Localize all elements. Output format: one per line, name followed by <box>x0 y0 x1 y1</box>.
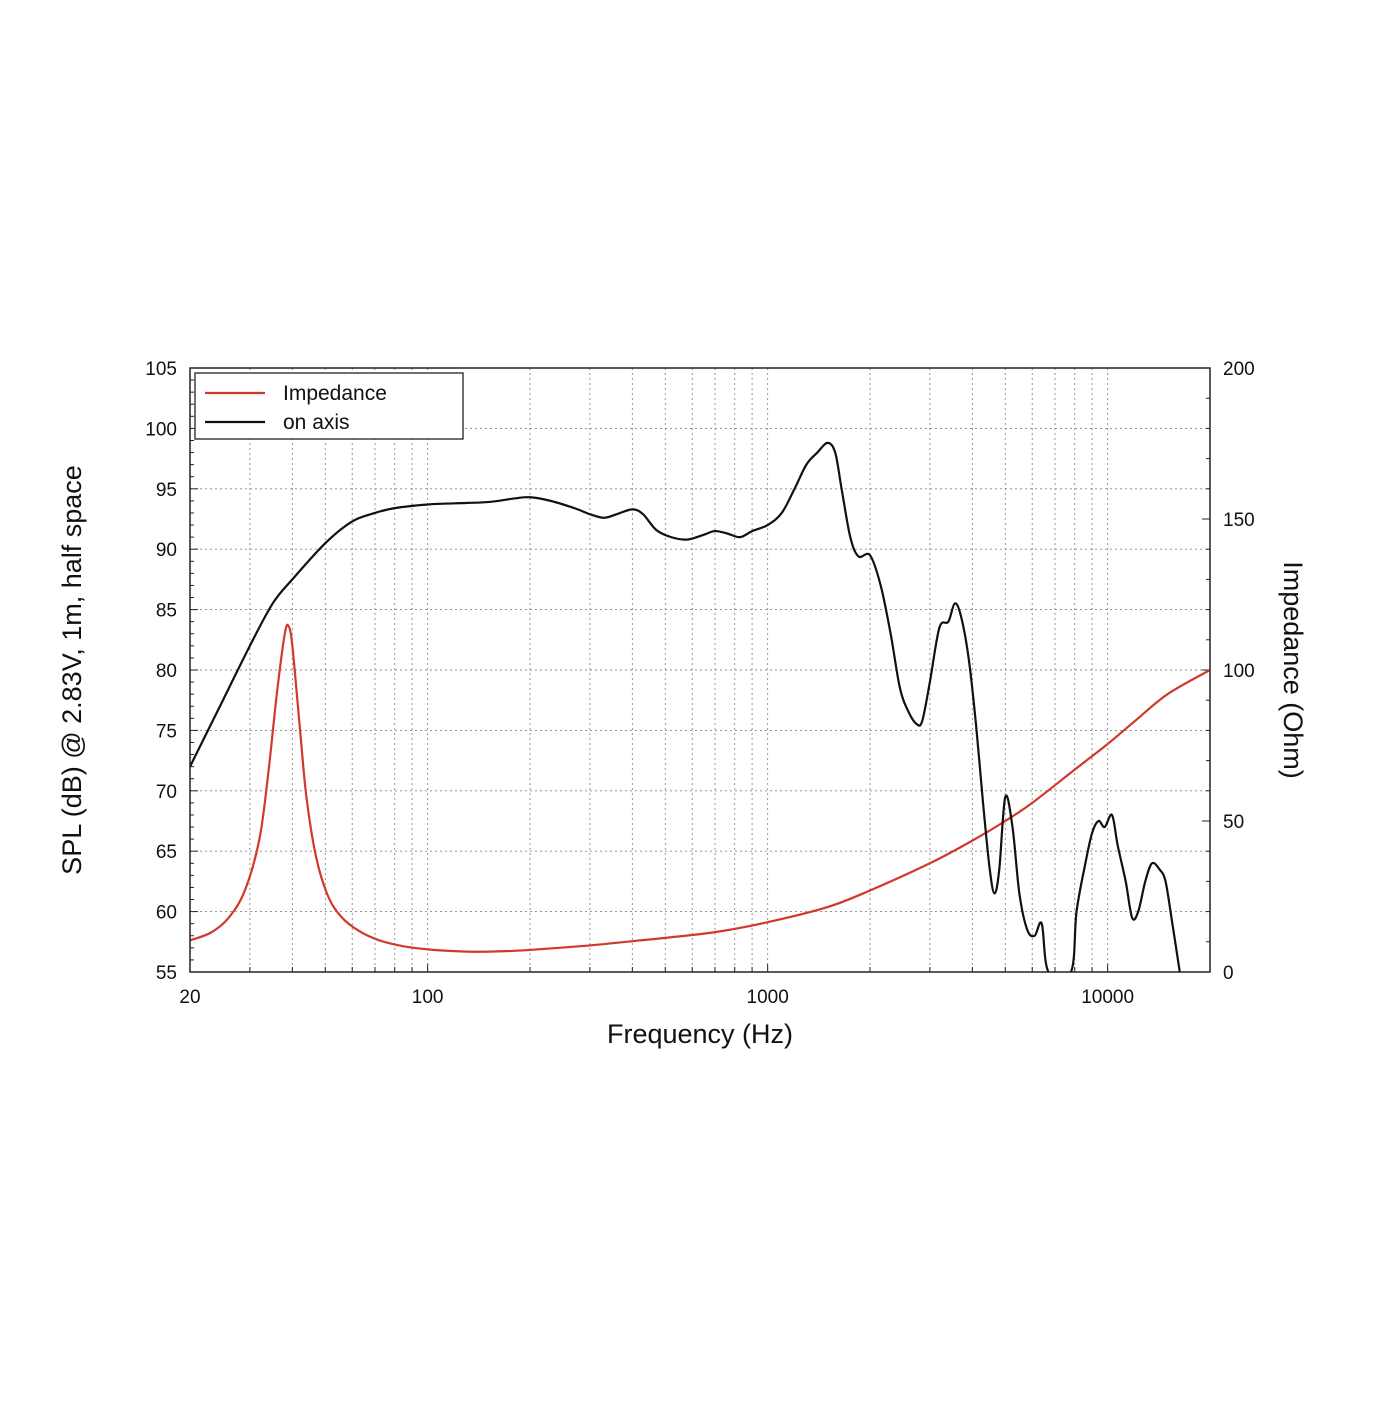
y-left-tick-label: 105 <box>145 359 177 380</box>
y-left-tick-label: 55 <box>156 963 177 984</box>
y-axis-right-title: Impedance (Ohm) <box>1278 561 1308 779</box>
legend-label-on-axis: on axis <box>283 411 350 434</box>
y-left-tick-label: 80 <box>156 661 177 682</box>
legend-box <box>194 372 464 440</box>
x-tick-label: 20 <box>179 987 200 1008</box>
y-right-tick-label: 0 <box>1223 963 1234 984</box>
y-left-tick-label: 70 <box>156 782 177 803</box>
y-left-tick-label: 90 <box>156 540 177 561</box>
series-line-impedance <box>190 623 1210 953</box>
x-tick-label: 100 <box>412 987 444 1008</box>
x-tick-label: 10000 <box>1081 987 1134 1008</box>
y-right-tick-label: 50 <box>1223 812 1244 833</box>
y-left-tick-label: 95 <box>156 480 177 501</box>
y-right-tick-label: 200 <box>1223 359 1255 380</box>
label-layer: 20 100 1000 10000 55 60 65 70 75 80 85 90 95 100 105 0 5… <box>145 359 1254 1008</box>
series-line-on-axis <box>190 441 1181 972</box>
x-tick-label: 1000 <box>747 987 789 1008</box>
y-left-tick-label: 60 <box>156 903 177 924</box>
y-left-tick-label: 75 <box>156 721 177 742</box>
grid-layer <box>190 368 1210 972</box>
x-axis-title: Frequency (Hz) <box>607 1019 793 1049</box>
y-axis-left-title: SPL (dB) @ 2.83V, 1m, half space <box>57 465 87 875</box>
y-right-tick-label: 100 <box>1223 661 1255 682</box>
y-right-tick-label: 150 <box>1223 510 1255 531</box>
legend-label-impedance: Impedance <box>283 382 387 405</box>
y-left-tick-label: 65 <box>156 842 177 863</box>
plot-frame <box>189 367 1211 973</box>
y-left-tick-label: 100 <box>145 419 177 440</box>
y-left-tick-label: 85 <box>156 601 177 622</box>
legend: Impedance on axis <box>194 372 464 440</box>
series-layer <box>190 441 1210 972</box>
